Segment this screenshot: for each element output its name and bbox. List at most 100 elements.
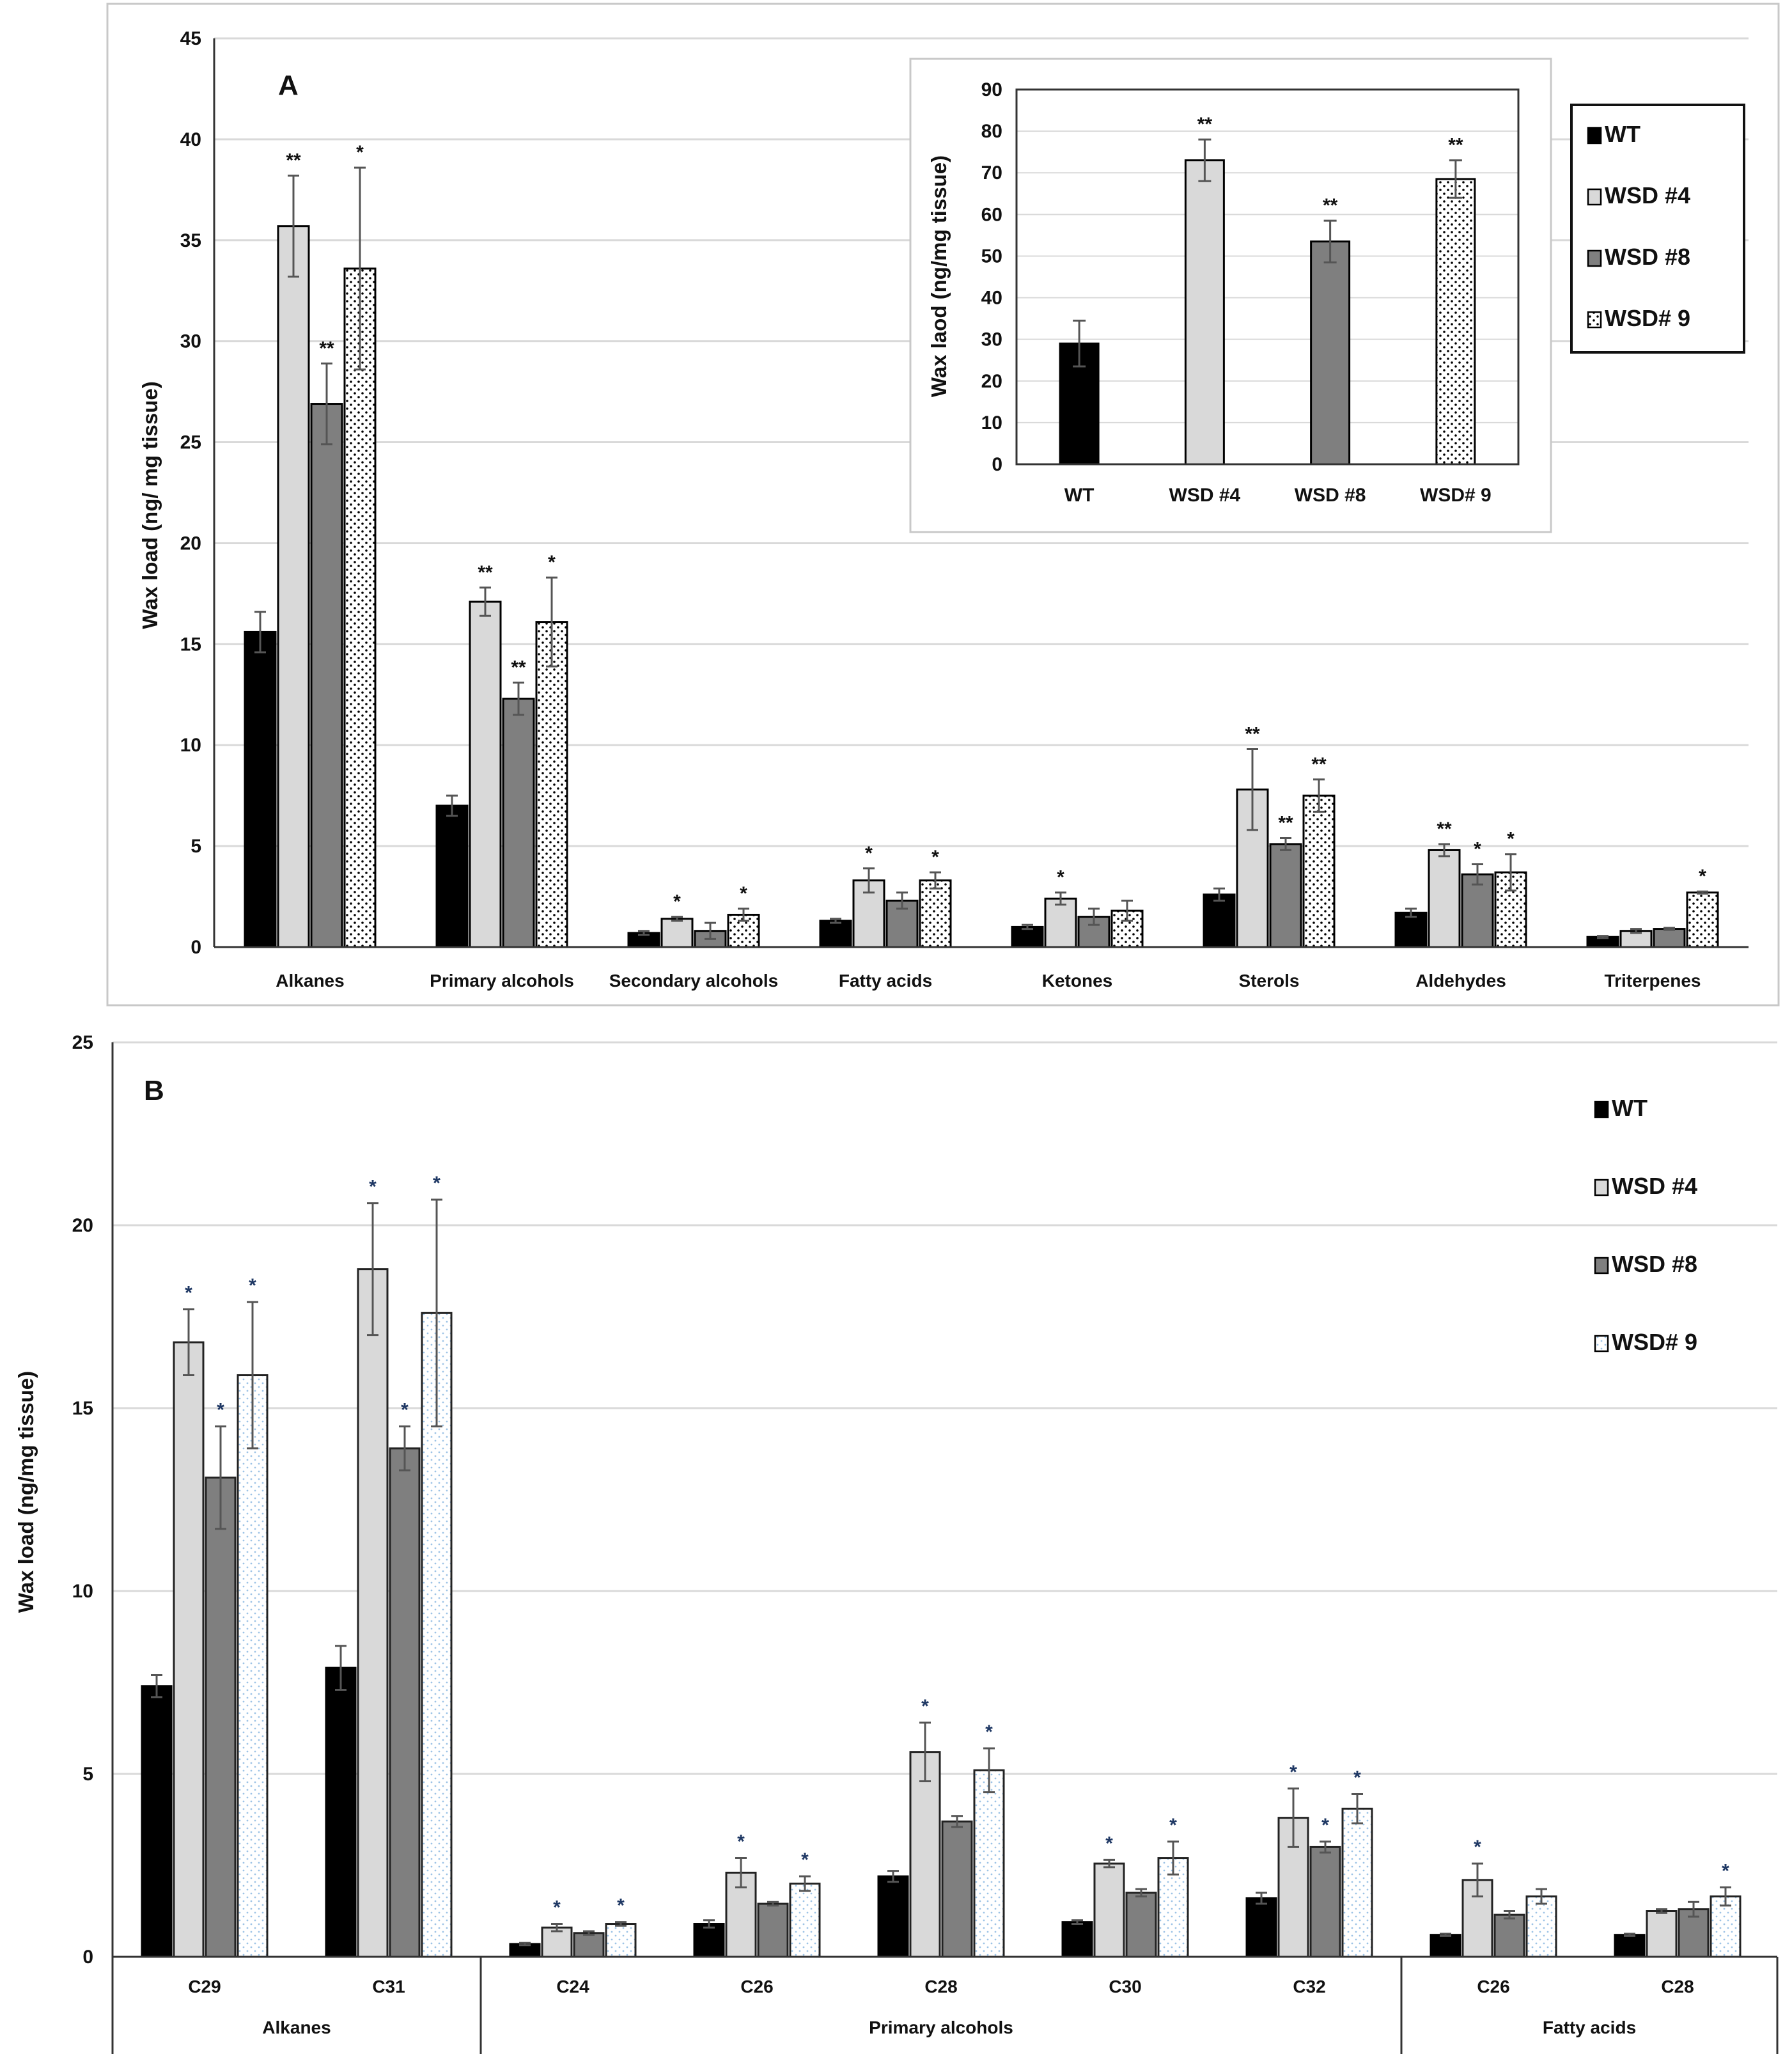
panel-b-bar (941, 1820, 973, 1958)
panel-b-significance-mark: * (401, 1400, 409, 1421)
inset-significance-mark: ** (1448, 135, 1463, 156)
inset-plot-border (1015, 88, 1520, 466)
panel-a-legend-label: WSD #8 (1605, 244, 1690, 270)
panel-b-significance-mark: * (1289, 1762, 1297, 1783)
panel-b-x-tick-label: C28 (1661, 1977, 1694, 1996)
panel-a-legend-swatch (1587, 127, 1602, 145)
panel-b-bar (573, 1932, 605, 1958)
panel-a-bar (469, 600, 502, 948)
panel-a-legend-frame (1570, 104, 1745, 354)
panel-a-bar (502, 698, 535, 948)
panel-b-y-axis-label: Wax load (ng/mg tissue) (14, 1371, 38, 1613)
panel-b-significance-mark: * (737, 1831, 745, 1853)
panel-a-x-tick-label: Alkanes (276, 971, 344, 991)
panel-b-legend: WT WSD #4 WSD #8 WSD# 9 (1594, 1095, 1697, 1355)
panel-a-label: A (278, 70, 299, 101)
panel-a-bar (660, 918, 694, 948)
panel-a-legend-swatch (1587, 311, 1602, 329)
panel-a-significance-mark: * (356, 142, 364, 163)
panel-b-bar (1245, 1897, 1277, 1958)
panel-a-x-tick-label: Fatty acids (839, 971, 932, 991)
panel-a-bar (435, 804, 469, 948)
panel-a-legend-swatch (1587, 249, 1602, 267)
panel-b-x-tick-label: C26 (1477, 1977, 1509, 1996)
panel-b-bar (141, 1685, 173, 1958)
panel-b-bar (605, 1923, 637, 1958)
panel-b-significance-mark: * (1321, 1815, 1329, 1836)
inset-x-tick-label: WSD #8 (1295, 485, 1366, 506)
panel-b-significance-mark: * (553, 1897, 561, 1918)
panel-a-significance-mark: * (931, 847, 939, 868)
panel-b-bar (325, 1666, 357, 1958)
panel-b-legend-label: WSD #8 (1612, 1251, 1697, 1277)
panel-a-bar (1653, 928, 1686, 948)
panel-b-significance-mark: * (985, 1721, 993, 1743)
inset-bar (1184, 159, 1225, 466)
panel-b-group-label: Primary alcohols (869, 2018, 1013, 2037)
panel-a-significance-mark: ** (511, 657, 526, 678)
panel-b-significance-mark: * (921, 1696, 929, 1717)
panel-b-label: B (144, 1075, 164, 1106)
panel-b-significance-mark: * (1105, 1833, 1113, 1854)
panel-a-y-tick-label: 0 (191, 937, 201, 958)
panel-a-x-tick-label: Ketones (1042, 971, 1112, 991)
inset-x-tick-label: WSD #4 (1169, 485, 1241, 506)
panel-b-bar (357, 1268, 389, 1958)
panel-a-legend-swatch (1587, 188, 1602, 206)
panel-b-y-tick-label: 15 (72, 1398, 93, 1419)
panel-a-bar (1269, 843, 1302, 948)
inset-y-tick-label: 60 (981, 204, 1002, 225)
panel-a-bar (819, 920, 852, 948)
panel-b-significance-mark: * (249, 1275, 256, 1296)
panel-a-bar (1428, 849, 1461, 948)
panel-a-significance-mark: ** (1311, 754, 1327, 775)
panel-b-bar (389, 1447, 421, 1958)
inset-y-tick-label: 0 (992, 454, 1002, 475)
inset-y-tick-label: 80 (981, 121, 1002, 142)
panel-b-significance-mark: * (1722, 1860, 1729, 1881)
panel-a-y-tick-label: 25 (180, 432, 201, 453)
panel-b-significance-mark: * (617, 1895, 625, 1917)
inset-y-tick-label: 70 (981, 162, 1002, 184)
panel-b-significance-mark: * (1474, 1837, 1481, 1858)
panel-a-legend-label: WSD# 9 (1605, 305, 1690, 331)
panel-a-significance-mark: * (548, 552, 556, 573)
panel-a-y-tick-label: 5 (191, 836, 201, 857)
panel-a-y-tick-label: 30 (180, 331, 201, 352)
panel-b-y-tick-label: 10 (72, 1581, 93, 1602)
panel-b-x-tick-label: C32 (1293, 1977, 1325, 1996)
inset-y-tick-label: 20 (981, 371, 1002, 392)
panel-a-x-tick-label: Primary alcohols (430, 971, 574, 991)
panel-a-significance-mark: ** (1437, 819, 1452, 840)
panel-a-x-tick-label: Triterpenes (1605, 971, 1701, 991)
panel-b-x-tick-label: C24 (556, 1977, 589, 1996)
panel-a-bar (1203, 893, 1236, 948)
inset-y-tick-label: 30 (981, 329, 1002, 350)
panel-a-y-tick-label: 40 (180, 129, 201, 150)
panel-b-legend-swatch (1594, 1257, 1609, 1274)
panel-b-bar (1093, 1862, 1125, 1958)
panel-b-bar (1646, 1910, 1678, 1958)
panel-b-significance-mark: * (1169, 1815, 1177, 1836)
panel-b-legend-swatch (1594, 1101, 1609, 1118)
panel-a-significance-mark: ** (319, 338, 334, 359)
panel-b-bar (693, 1923, 725, 1958)
panel-a-significance-mark: * (740, 883, 747, 904)
panel-b-x-tick-label: C28 (924, 1977, 957, 1996)
panel-a-significance-mark: ** (478, 562, 493, 583)
inset-bar (1310, 240, 1351, 466)
inset-y-tick-label: 50 (981, 246, 1002, 267)
panel-b-legend-swatch (1594, 1179, 1609, 1196)
inset-y-tick-label: 10 (981, 412, 1002, 434)
panel-b-y-tick-label: 5 (82, 1764, 93, 1785)
panel-a-significance-mark: ** (286, 150, 301, 171)
panel-a-significance-mark: * (1057, 867, 1064, 888)
inset-y-tick-label: 90 (981, 79, 1002, 100)
panel-a-legend-label: WT (1605, 121, 1640, 147)
panel-a-y-tick-label: 15 (180, 634, 201, 655)
panel-a-y-tick-label: 35 (180, 230, 201, 251)
panel-a-y-axis-label: Wax load (ng/ mg tissue) (138, 381, 162, 629)
panel-a-significance-mark: ** (1278, 812, 1293, 833)
panel-a-bar (1044, 897, 1077, 948)
